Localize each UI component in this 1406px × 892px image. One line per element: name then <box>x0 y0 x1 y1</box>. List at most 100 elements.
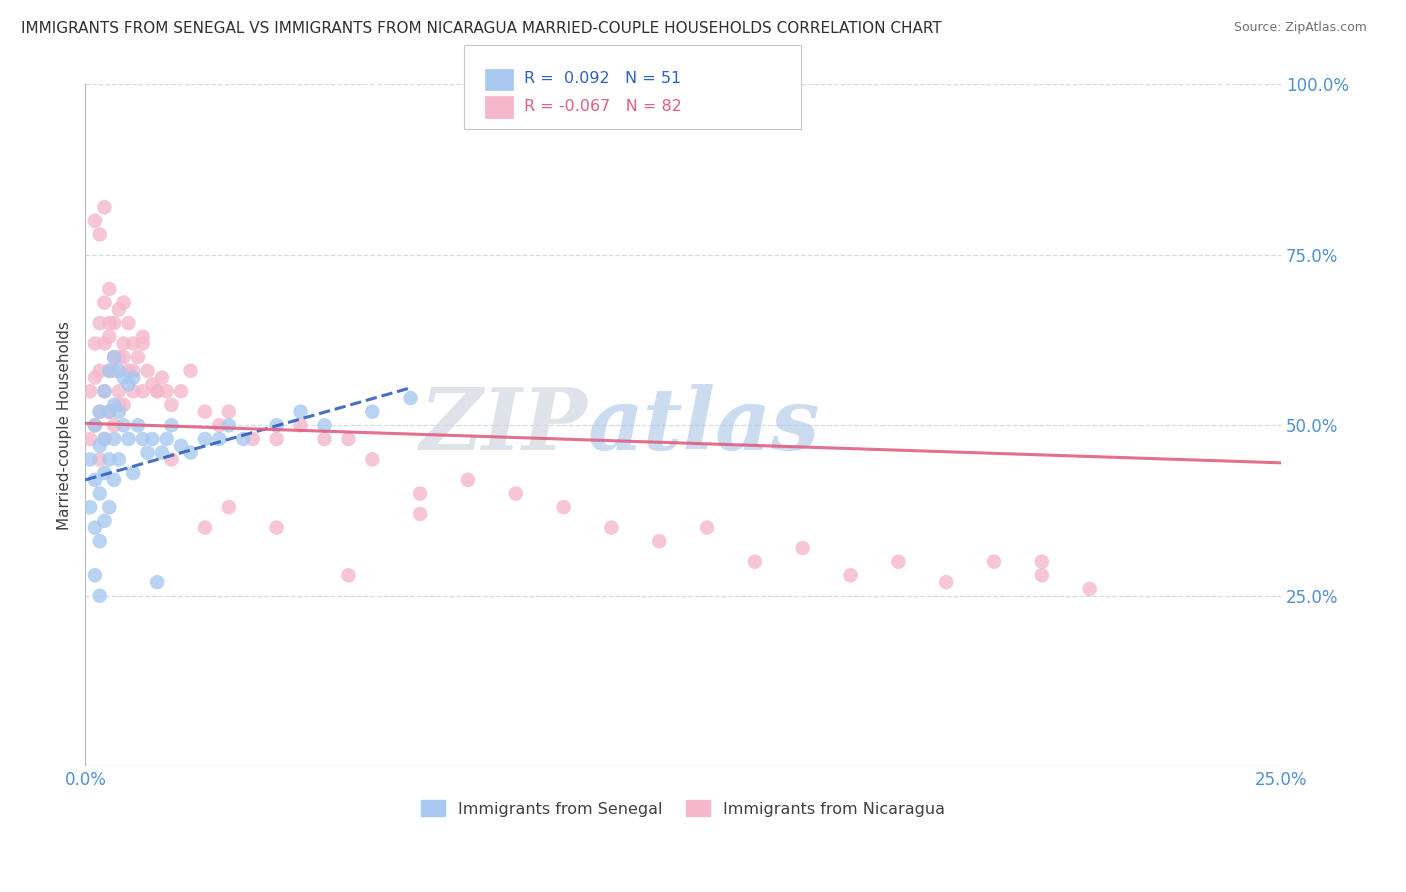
Point <box>79 452 101 467</box>
Point <box>696 520 718 534</box>
Point <box>98 364 121 378</box>
Point <box>141 432 163 446</box>
Point <box>409 486 432 500</box>
Point <box>108 452 131 467</box>
Point <box>208 418 231 433</box>
Point <box>93 514 115 528</box>
Point <box>108 350 131 364</box>
Point <box>132 432 155 446</box>
Point <box>337 568 360 582</box>
Point <box>146 384 169 399</box>
Point <box>108 302 131 317</box>
Point <box>98 282 121 296</box>
Point <box>98 500 121 515</box>
Point <box>457 473 479 487</box>
Point <box>505 486 527 500</box>
Text: R =  0.092   N = 51: R = 0.092 N = 51 <box>524 71 682 87</box>
Point <box>194 432 217 446</box>
Point <box>103 398 125 412</box>
Point <box>112 418 135 433</box>
Point <box>93 295 115 310</box>
Point <box>194 520 217 534</box>
Point <box>89 227 111 242</box>
Point <box>122 466 145 480</box>
Point <box>218 500 240 515</box>
Text: IMMIGRANTS FROM SENEGAL VS IMMIGRANTS FROM NICARAGUA MARRIED-COUPLE HOUSEHOLDS C: IMMIGRANTS FROM SENEGAL VS IMMIGRANTS FR… <box>21 21 942 36</box>
Point <box>361 452 384 467</box>
Point <box>112 370 135 384</box>
Point <box>98 364 121 378</box>
Point <box>266 432 288 446</box>
Point <box>839 568 862 582</box>
Point <box>136 364 159 378</box>
Point <box>89 405 111 419</box>
Point <box>93 336 115 351</box>
Point <box>160 452 183 467</box>
Point <box>98 452 121 467</box>
Text: R = -0.067   N = 82: R = -0.067 N = 82 <box>524 99 682 114</box>
Point <box>141 377 163 392</box>
Point <box>117 364 139 378</box>
Point <box>146 575 169 590</box>
Point <box>93 384 115 399</box>
Point <box>89 589 111 603</box>
Point <box>117 316 139 330</box>
Point <box>117 432 139 446</box>
Point <box>1031 568 1053 582</box>
Point <box>79 432 101 446</box>
Point <box>136 445 159 459</box>
Point <box>744 555 766 569</box>
Point <box>218 418 240 433</box>
Point <box>93 384 115 399</box>
Point <box>122 370 145 384</box>
Point <box>132 329 155 343</box>
Point <box>98 329 121 343</box>
Point <box>84 418 107 433</box>
Point <box>108 405 131 419</box>
Point <box>218 405 240 419</box>
Point <box>108 364 131 378</box>
Point <box>89 439 111 453</box>
Point <box>160 418 183 433</box>
Point <box>792 541 814 555</box>
Point <box>553 500 575 515</box>
Point <box>290 405 312 419</box>
Point <box>93 432 115 446</box>
Point <box>132 336 155 351</box>
Point <box>150 370 173 384</box>
Point <box>79 384 101 399</box>
Point <box>103 432 125 446</box>
Point <box>103 316 125 330</box>
Point <box>127 350 149 364</box>
Point <box>170 439 193 453</box>
Point <box>935 575 957 590</box>
Point <box>84 370 107 384</box>
Point <box>887 555 910 569</box>
Point <box>112 295 135 310</box>
Point <box>146 384 169 399</box>
Point <box>84 520 107 534</box>
Point <box>337 432 360 446</box>
Point <box>117 377 139 392</box>
Point <box>89 486 111 500</box>
Point <box>361 405 384 419</box>
Text: Source: ZipAtlas.com: Source: ZipAtlas.com <box>1233 21 1367 34</box>
Point <box>98 316 121 330</box>
Point <box>103 418 125 433</box>
Point <box>112 336 135 351</box>
Point <box>127 418 149 433</box>
Point <box>89 364 111 378</box>
Point <box>314 418 336 433</box>
Point <box>108 398 131 412</box>
Point <box>103 350 125 364</box>
Point <box>89 452 111 467</box>
Point <box>84 214 107 228</box>
Point <box>112 398 135 412</box>
Point <box>648 534 671 549</box>
Text: atlas: atlas <box>588 384 820 467</box>
Point <box>600 520 623 534</box>
Point <box>84 473 107 487</box>
Point <box>122 336 145 351</box>
Point <box>98 405 121 419</box>
Y-axis label: Married-couple Households: Married-couple Households <box>58 321 72 530</box>
